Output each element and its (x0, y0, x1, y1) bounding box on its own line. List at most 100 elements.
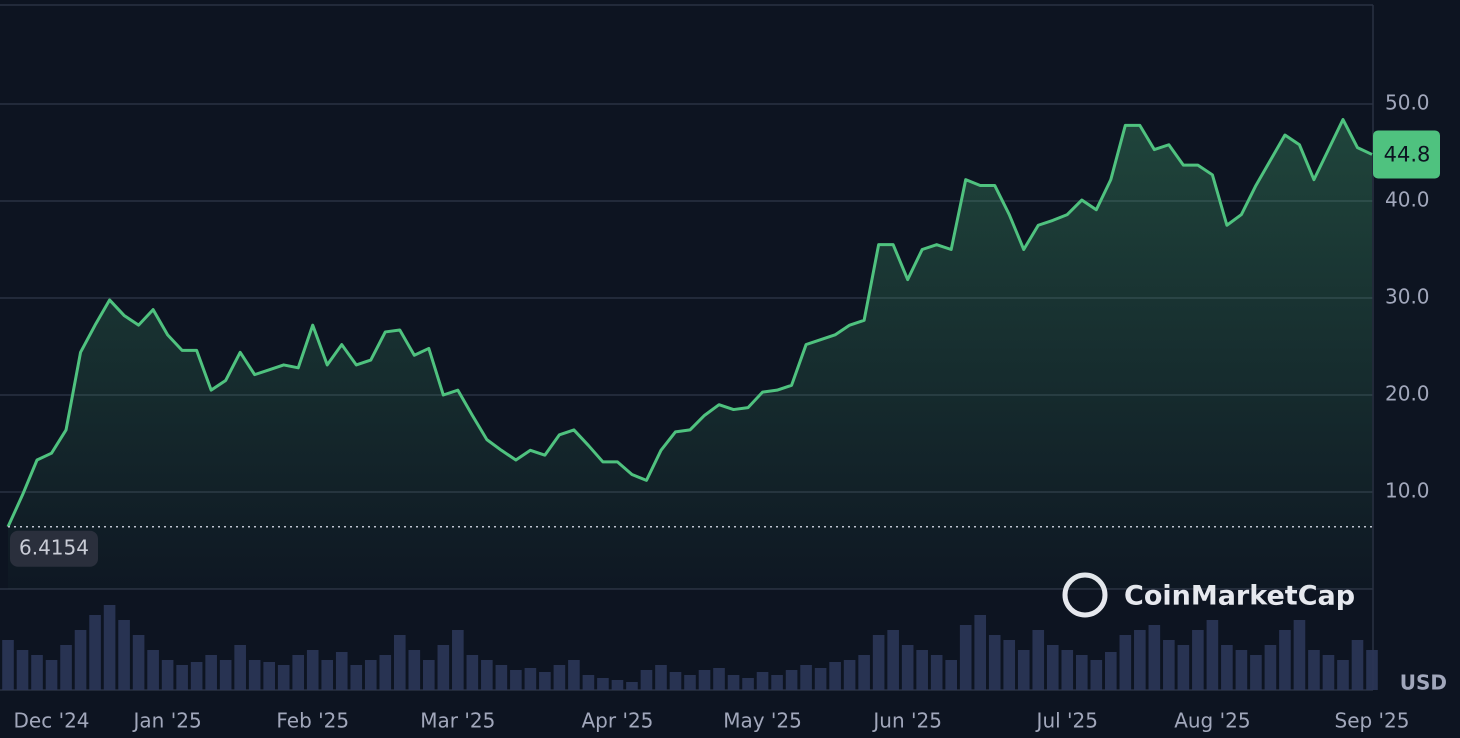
volume-bar (611, 680, 624, 690)
volume-bar (901, 645, 914, 690)
x-tick-label: May '25 (723, 709, 802, 733)
volume-bar (800, 665, 812, 690)
volume-bar (364, 660, 377, 690)
x-tick-label: Jun '25 (871, 709, 942, 733)
volume-bar (974, 615, 987, 690)
volume-bar (669, 672, 682, 690)
volume-bar (1032, 630, 1045, 690)
volume-bar (1061, 650, 1074, 690)
volume-bar (74, 630, 87, 690)
volume-bar (988, 635, 1001, 690)
x-tick-label: Jul '25 (1035, 709, 1098, 733)
volume-bar (1046, 645, 1059, 690)
volume-bar (1351, 640, 1364, 690)
volume-bar (930, 655, 943, 690)
x-tick-label: Apr '25 (581, 709, 653, 733)
volume-bar (640, 670, 653, 690)
y-tick-label: 10.0 (1385, 479, 1430, 503)
volume-bar (1293, 620, 1306, 690)
volume-bar (785, 670, 798, 690)
volume-bar (684, 675, 696, 690)
volume-bar (1279, 630, 1291, 690)
volume-bar (45, 660, 58, 690)
volume-bar (1235, 650, 1248, 690)
volume-bar (103, 605, 116, 690)
volume-bar (1264, 645, 1277, 690)
volume-bar (727, 675, 740, 690)
y-tick-label: 20.0 (1385, 382, 1430, 406)
volume-bar (814, 668, 827, 690)
volume-bar (887, 630, 899, 690)
current-value-label: 44.8 (1384, 142, 1431, 166)
volume-bar (553, 665, 566, 690)
current-value-badge (1373, 130, 1440, 179)
volume-bar (945, 660, 957, 690)
volume-bar (858, 655, 870, 690)
volume-bar (2, 640, 14, 690)
volume-bar (1148, 625, 1161, 690)
start-label: 6.4154 (19, 535, 89, 559)
y-tick-label: 30.0 (1385, 285, 1430, 309)
volume-bar (1322, 655, 1335, 690)
volume-bar (756, 672, 769, 690)
volume-bar (481, 660, 493, 690)
volume-bar (321, 660, 334, 690)
volume-bar (1017, 650, 1030, 690)
volume-bar (1192, 630, 1204, 690)
volume-bar (335, 652, 348, 690)
volume-bar (219, 660, 232, 690)
volume-bar (1163, 640, 1175, 690)
volume-bar (539, 672, 551, 690)
volume-bar (205, 655, 217, 690)
volume-bar (31, 655, 43, 690)
volume-bar (248, 660, 261, 690)
volume-bar (510, 670, 522, 690)
volume-bar (452, 630, 464, 690)
x-tick-label: Sep '25 (1335, 709, 1410, 733)
volume-bar (466, 655, 479, 690)
volume-bar (147, 650, 159, 690)
volume-bar (771, 675, 783, 690)
area (8, 119, 1372, 590)
volume-bar (872, 635, 885, 690)
volume-bar (713, 668, 725, 690)
volume-bar (582, 675, 595, 690)
volume-bar (132, 635, 145, 690)
x-tick-label: Mar '25 (420, 709, 495, 733)
volume-bar (1177, 645, 1190, 690)
x-tick-label: Dec '24 (14, 709, 90, 733)
volume-bar (1308, 650, 1320, 690)
volume-bar (1105, 652, 1117, 690)
volume-bar (1206, 620, 1219, 690)
volume-bar (277, 665, 290, 690)
volume-bar (655, 665, 667, 690)
volume-bar (597, 678, 609, 690)
volume-bar (89, 615, 101, 690)
volume-bar (698, 670, 711, 690)
volume-bar (626, 682, 638, 690)
volume-bar (393, 635, 406, 690)
volume-bar (306, 650, 319, 690)
volume-bar (959, 625, 972, 690)
volume-bar (176, 665, 188, 690)
volume-bar (423, 660, 435, 690)
y-tick-label: 40.0 (1385, 188, 1430, 212)
x-tick-label: Aug '25 (1174, 709, 1250, 733)
price-line (6, 118, 1373, 528)
volume-bar (916, 650, 928, 690)
volume-bar (1337, 660, 1349, 690)
volume-bar (843, 660, 856, 690)
volume-bar (495, 665, 508, 690)
volume-bar (60, 645, 72, 690)
volume-bar (1250, 655, 1262, 690)
volume-bar (234, 645, 246, 690)
volume-bar (829, 662, 841, 690)
volume-bar (1003, 640, 1016, 690)
volume-bar (1090, 660, 1103, 690)
volume-bar (190, 662, 203, 690)
volume-bar (16, 650, 29, 690)
volume-bar (568, 660, 580, 690)
volume-bar (524, 668, 537, 690)
volume-bar (1119, 635, 1132, 690)
